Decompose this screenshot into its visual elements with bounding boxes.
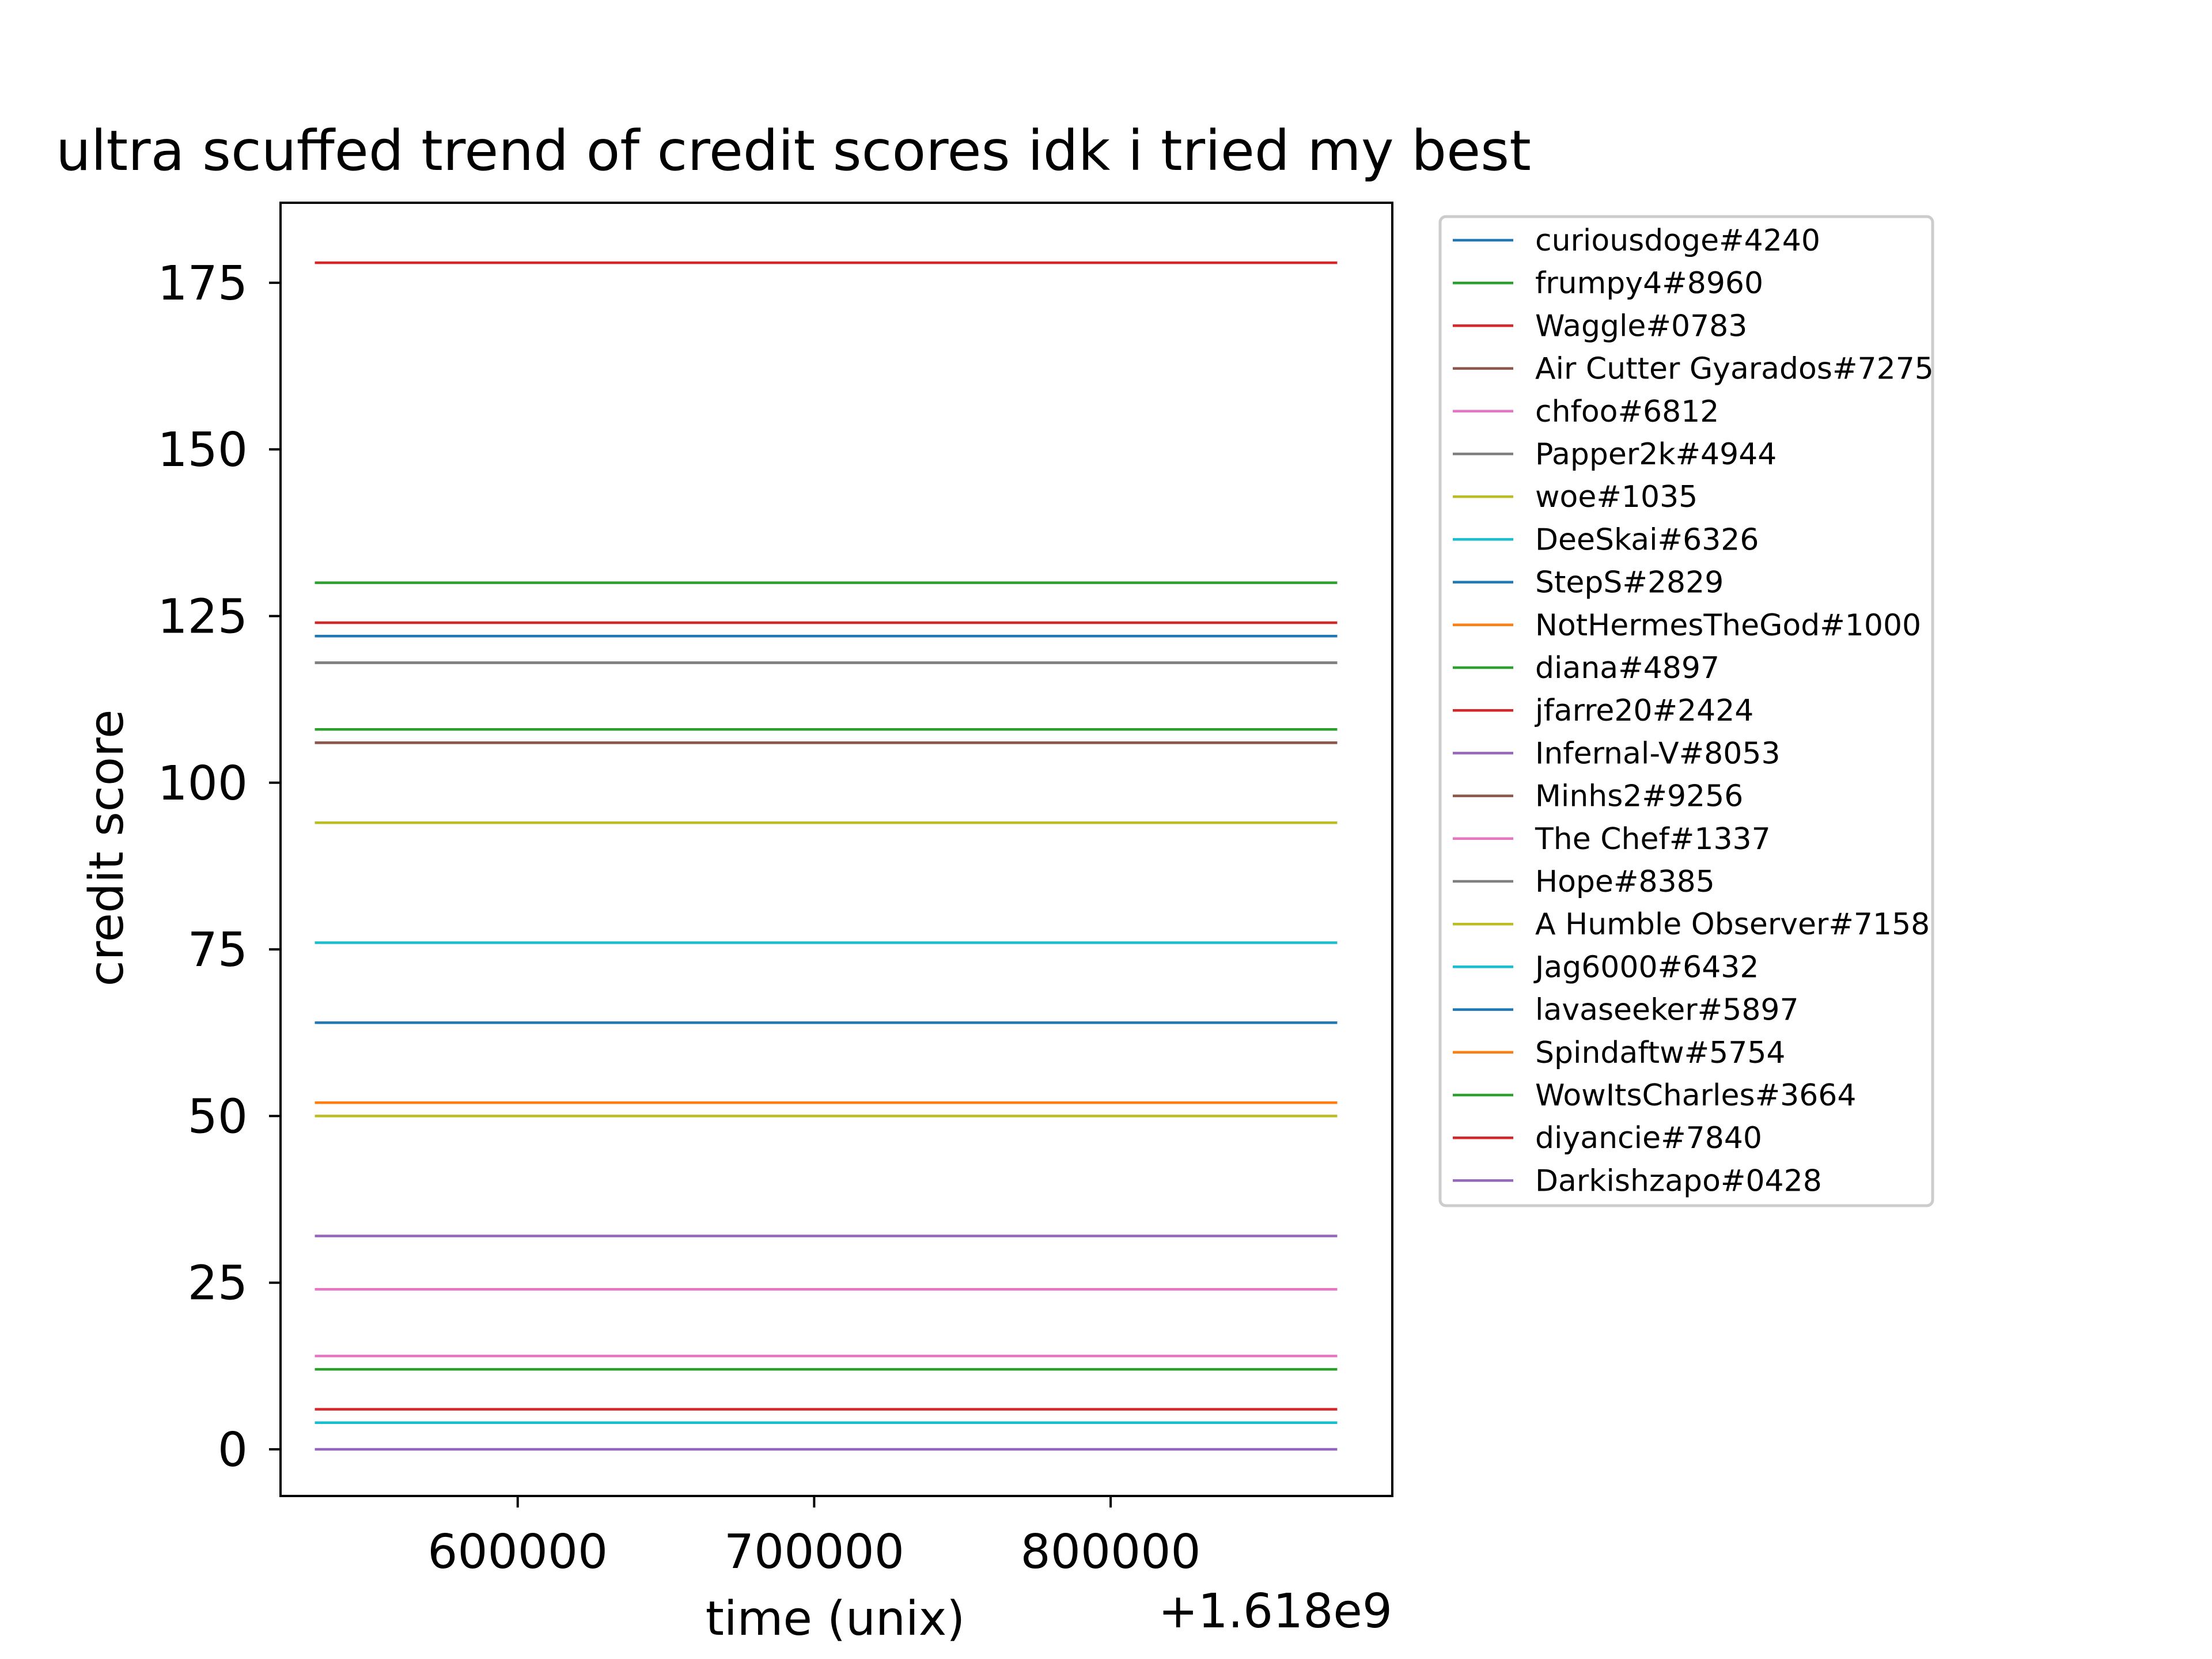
legend-label-21: diyancie#7840: [1535, 1121, 1762, 1156]
legend-label-3: Air Cutter Gyarados#7275: [1535, 352, 1934, 387]
legend-label-15: Hope#8385: [1535, 865, 1715, 899]
x-tick-label: 700000: [724, 1525, 904, 1580]
legend-label-2: Waggle#0783: [1535, 309, 1747, 343]
legend-label-14: The Chef#1337: [1535, 822, 1771, 857]
y-tick-label: 175: [157, 256, 248, 311]
legend-label-4: chfoo#6812: [1535, 395, 1719, 429]
legend: curiousdoge#4240 frumpy4#8960 Waggle#0783 A…: [1438, 215, 1934, 1207]
legend-label-20: WowItsCharles#3664: [1535, 1078, 1856, 1113]
y-tick-label: 125: [157, 589, 248, 644]
legend-label-12: Infernal-V#8053: [1535, 736, 1781, 771]
y-tick-label: 150: [157, 423, 248, 478]
legend-label-7: DeeSkai#6326: [1535, 522, 1759, 557]
legend-label-13: Minhs2#9256: [1535, 779, 1743, 814]
legend-label-22: Darkishzapo#0428: [1535, 1164, 1822, 1198]
x-axis-label: time (unix): [706, 1592, 965, 1646]
plot-frame: [279, 202, 1393, 1497]
legend-label-6: woe#1035: [1535, 480, 1698, 514]
x-axis-ticks: 600000 700000 800000: [427, 1496, 1201, 1580]
legend-items: curiousdoge#4240 frumpy4#8960 Waggle#0783 A…: [1453, 224, 1934, 1198]
legend-label-11: jfarre20#2424: [1535, 694, 1753, 728]
legend-label-5: Papper2k#4944: [1535, 437, 1777, 472]
chart-title: ultra scuffed trend of credit scores idk…: [56, 119, 1531, 183]
legend-label-16: A Humble Observer#7158: [1535, 907, 1930, 942]
y-tick-label: 50: [188, 1089, 248, 1144]
x-tick-label: 600000: [427, 1525, 608, 1580]
y-tick-label: 75: [188, 923, 248, 978]
x-axis-offset-label: +1.618e9: [1158, 1584, 1392, 1639]
legend-label-18: lavaseeker#5897: [1535, 993, 1799, 1028]
legend-label-1: frumpy4#8960: [1535, 266, 1763, 301]
legend-label-10: diana#4897: [1535, 651, 1719, 685]
x-tick-label: 800000: [1021, 1525, 1201, 1580]
series-layer: [315, 261, 1338, 1451]
y-axis-label: credit score: [79, 710, 134, 987]
legend-label-8: StepS#2829: [1535, 566, 1724, 600]
y-axis-ticks: 0 25 50 75 100 125 150 175: [157, 256, 281, 1478]
legend-label-19: Spindaftw#5754: [1535, 1036, 1786, 1070]
legend-label-9: NotHermesTheGod#1000: [1535, 608, 1921, 643]
legend-label-17: Jag6000#6432: [1533, 950, 1759, 984]
legend-label-0: curiousdoge#4240: [1535, 224, 1820, 258]
y-tick-label: 0: [218, 1423, 248, 1478]
legend-frame: [1438, 215, 1934, 1207]
y-tick-label: 25: [188, 1256, 248, 1311]
y-tick-label: 100: [157, 756, 248, 811]
